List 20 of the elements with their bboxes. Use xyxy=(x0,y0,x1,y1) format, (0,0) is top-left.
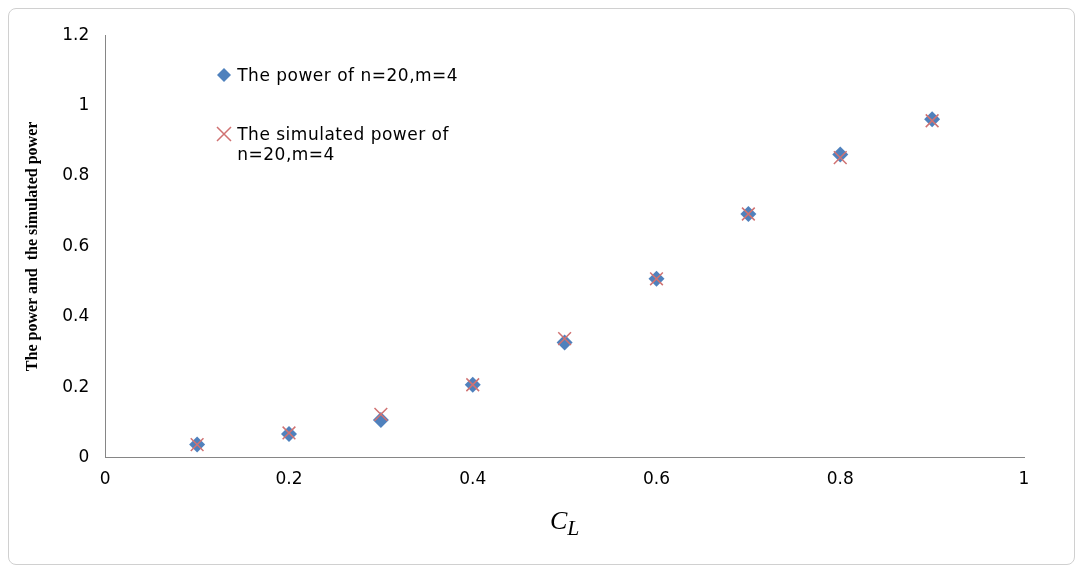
y-tick-label: 0.2 xyxy=(62,375,90,396)
legend-label: The simulated power of n=20,m=4 xyxy=(237,124,450,165)
point xyxy=(833,150,848,165)
x-tick-label: 0 xyxy=(99,468,111,489)
y-tick-label: 0.4 xyxy=(62,305,90,326)
point xyxy=(557,331,572,346)
y-tick-label: 0 xyxy=(78,446,90,467)
x-tick-label: 0.8 xyxy=(826,468,854,489)
point xyxy=(373,407,388,422)
x-tick-label: 1 xyxy=(1018,468,1030,489)
x-tick-label: 0.2 xyxy=(275,468,303,489)
y-axis-title: The power and the simulated power xyxy=(22,121,41,372)
y-tick-label: 1 xyxy=(78,94,90,115)
y-tick-label: 0.8 xyxy=(62,164,90,185)
y-tick-label: 1.2 xyxy=(62,23,90,44)
x-axis-title: C$_{L}$ xyxy=(548,505,581,541)
legend-label: The power of n=20,m=4 xyxy=(237,65,460,86)
x-tick-label: 0.6 xyxy=(642,468,671,489)
x-tick-label: 0.4 xyxy=(459,468,487,489)
y-tick-label: 0.6 xyxy=(62,234,90,255)
